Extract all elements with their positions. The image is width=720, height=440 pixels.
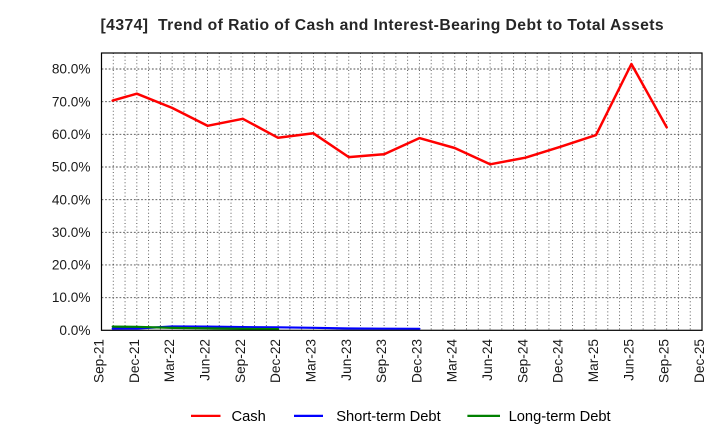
svg-text:Jun-23: Jun-23 (339, 339, 354, 381)
svg-text:Sep-25: Sep-25 (657, 339, 672, 383)
svg-text:Sep-23: Sep-23 (374, 339, 389, 383)
svg-text:0.0%: 0.0% (59, 323, 90, 338)
svg-text:Dec-25: Dec-25 (692, 339, 707, 383)
svg-text:Sep-21: Sep-21 (92, 339, 107, 383)
svg-text:Mar-24: Mar-24 (445, 339, 460, 383)
svg-text:[4374] Trend of Ratio of Cash: [4374] Trend of Ratio of Cash and Intere… (101, 17, 665, 34)
svg-text:Dec-24: Dec-24 (551, 339, 566, 383)
svg-text:Sep-22: Sep-22 (233, 339, 248, 383)
svg-text:Jun-25: Jun-25 (621, 339, 636, 381)
svg-text:10.0%: 10.0% (52, 290, 91, 305)
svg-text:Mar-23: Mar-23 (303, 339, 318, 382)
svg-text:Short-term Debt: Short-term Debt (336, 409, 440, 425)
svg-text:30.0%: 30.0% (52, 225, 91, 240)
svg-text:Dec-22: Dec-22 (268, 339, 283, 383)
svg-text:70.0%: 70.0% (52, 94, 91, 109)
svg-text:Long-term Debt: Long-term Debt (509, 409, 611, 425)
svg-text:40.0%: 40.0% (52, 192, 91, 207)
svg-text:Mar-22: Mar-22 (162, 339, 177, 382)
svg-text:Dec-21: Dec-21 (127, 339, 142, 383)
svg-text:Jun-22: Jun-22 (197, 339, 212, 381)
svg-text:Mar-25: Mar-25 (586, 339, 601, 383)
svg-text:20.0%: 20.0% (52, 258, 91, 273)
svg-text:50.0%: 50.0% (52, 160, 91, 175)
svg-text:80.0%: 80.0% (52, 62, 91, 77)
svg-text:Sep-24: Sep-24 (515, 339, 530, 383)
svg-text:Cash: Cash (232, 409, 266, 425)
svg-text:60.0%: 60.0% (52, 127, 91, 142)
svg-text:Dec-23: Dec-23 (409, 339, 424, 383)
svg-text:Jun-24: Jun-24 (480, 339, 495, 381)
